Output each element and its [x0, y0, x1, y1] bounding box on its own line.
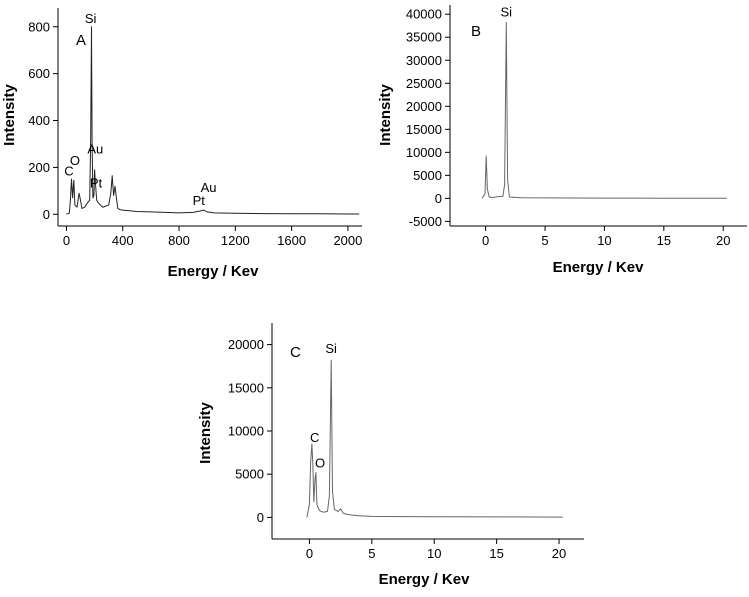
panel-a-y-tick-label: 600	[28, 66, 50, 81]
panel-a-peak-label: Pt	[193, 193, 206, 208]
panel-a: A Intensity Energy / Kev 0 400 800 1200 1600…	[1, 8, 362, 280]
panel-a-spectrum-line	[66, 26, 360, 215]
panel-a-peak-label: O	[70, 153, 80, 168]
panel-a-peak-label: Si	[85, 11, 97, 26]
panel-b-y-tick-label: 20000	[406, 99, 442, 114]
panel-c-peak-label: O	[315, 455, 325, 470]
panel-b-y-tick-label: 40000	[406, 7, 442, 22]
panel-c-y-tick-label: 15000	[228, 380, 264, 395]
panel-b-y-axis-title: Intensity	[377, 84, 394, 146]
panel-a-x-tick-label: 0	[63, 233, 70, 248]
panel-b-y-tick-label: 10000	[406, 145, 442, 160]
panel-b-y-tick-label: 35000	[406, 30, 442, 45]
panel-c-peak-label: C	[310, 430, 319, 445]
panel-b-x-tick-label: 15	[657, 233, 671, 248]
panel-c-x-tick-label: 10	[427, 546, 441, 561]
panel-a-x-axis-title: Energy / Kev	[168, 263, 260, 280]
panel-c-x-tick-label: 15	[489, 546, 503, 561]
panel-a-x-tick-label: 1200	[221, 233, 250, 248]
panel-b-x-tick-label: 10	[597, 233, 611, 248]
panel-a-y-tick-label: 800	[28, 19, 50, 34]
panel-a-x-tick-label: 2000	[333, 233, 362, 248]
panel-c-peak-label: Si	[325, 341, 337, 356]
panel-a-peak-label: C	[64, 164, 73, 179]
panel-c-x-tick-label: 20	[552, 546, 566, 561]
panel-b-y-tick-label: 0	[435, 191, 442, 206]
panel-b-x-tick-label: 0	[482, 233, 489, 248]
panel-a-peak-label: Pt	[90, 175, 103, 190]
panel-b-y-tick-label: 30000	[406, 53, 442, 68]
panel-c-y-tick-label: 20000	[228, 337, 264, 352]
panel-c-label: C	[290, 344, 301, 361]
panel-c-x-tick-label: 5	[368, 546, 375, 561]
panel-b-x-axis-title: Energy / Kev	[553, 259, 645, 276]
panel-b-y-tick-label: 25000	[406, 76, 442, 91]
panel-a-y-tick-label: 200	[28, 160, 50, 175]
panel-a-y-tick-label: 400	[28, 113, 50, 128]
panel-b-label: B	[471, 23, 481, 40]
panel-a-peak-label: Au	[201, 180, 217, 195]
panel-b: B Intensity Energy / Kev 0 5 10 15 20 -5000 0 5…	[377, 5, 747, 276]
panel-a-x-tick-label: 400	[112, 233, 134, 248]
panel-c: C Intensity Energy / Kev 0 5 10 15 20 0 5000 10…	[197, 323, 584, 588]
panel-b-x-tick-label: 20	[716, 233, 730, 248]
panel-c-y-tick-label: 0	[257, 510, 264, 525]
panel-a-peak-label: Au	[87, 141, 103, 156]
panel-c-x-axis-title: Energy / Kev	[379, 571, 471, 588]
panel-b-x-tick-label: 5	[541, 233, 548, 248]
panel-a-y-tick-label: 0	[43, 207, 50, 222]
panel-c-y-tick-label: 10000	[228, 424, 264, 439]
panel-a-x-tick-label: 1600	[277, 233, 306, 248]
panel-c-x-tick-label: 0	[306, 546, 313, 561]
panel-c-y-tick-label: 5000	[235, 467, 264, 482]
panel-a-y-axis-title: Intensity	[1, 84, 18, 146]
panel-c-spectrum-line	[306, 359, 563, 518]
panel-b-y-tick-label: 15000	[406, 122, 442, 137]
panel-b-y-tick-label: -5000	[409, 214, 442, 229]
panel-a-label: A	[76, 32, 86, 49]
panel-b-spectrum-line	[481, 22, 727, 199]
panel-b-peak-label: Si	[501, 5, 513, 20]
panel-b-y-tick-label: 5000	[413, 168, 442, 183]
panel-a-x-tick-label: 800	[168, 233, 190, 248]
panel-c-y-axis-title: Intensity	[197, 402, 214, 464]
